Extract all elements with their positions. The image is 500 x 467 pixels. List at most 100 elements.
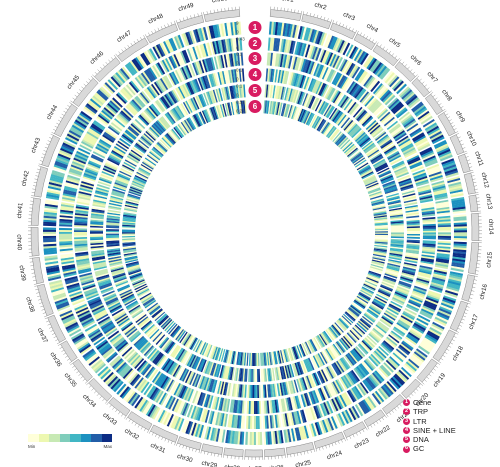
heatmap-bin: [355, 69, 365, 82]
heatmap-bin: [205, 377, 211, 391]
heatmap-bin: [338, 359, 347, 371]
heatmap-bin: [130, 100, 141, 112]
heatmap-bin: [325, 348, 334, 361]
ideogram-tick: [179, 444, 181, 448]
heatmap-bin: [225, 382, 230, 396]
heatmap-bin: [192, 390, 199, 404]
heatmap-bin: [290, 347, 297, 360]
heatmap-bin: [352, 386, 362, 399]
ideogram-tick: [124, 416, 127, 419]
heatmap-bin: [160, 96, 170, 109]
heatmap-bin: [400, 276, 414, 282]
heatmap-bin: [414, 176, 428, 182]
heatmap-bin: [382, 363, 393, 375]
heatmap-bin: [351, 66, 361, 79]
heatmap-bin: [397, 176, 411, 183]
heatmap-bin: [404, 259, 418, 264]
heatmap-bin: [234, 21, 238, 35]
heatmap-bin: [326, 69, 334, 82]
heatmap-bin: [354, 87, 364, 99]
legend-label: SINE + LINE: [413, 425, 456, 435]
heatmap-bin: [76, 263, 91, 268]
heatmap-bin: [340, 139, 351, 150]
heatmap-bin: [285, 429, 290, 443]
heatmap-bin: [117, 140, 130, 150]
ideogram-tick: [300, 452, 302, 456]
heatmap-bin: [150, 388, 160, 401]
heatmap-bin: [378, 110, 390, 121]
heatmap-bin: [115, 179, 129, 186]
heatmap-bin: [128, 153, 141, 162]
heatmap-bin: [276, 399, 280, 413]
heatmap-bin: [333, 362, 342, 375]
heatmap-bin: [299, 42, 305, 57]
heatmap-bin: [395, 348, 407, 359]
ideogram-tick: [106, 402, 109, 405]
heatmap-bin: [364, 95, 375, 107]
heatmap-bin: [320, 32, 328, 46]
heatmap-bin: [296, 410, 302, 424]
heatmap-bin: [387, 261, 401, 266]
heatmap-bin: [362, 116, 374, 128]
ideogram-tick: [176, 443, 178, 446]
heatmap-bin: [149, 150, 161, 160]
ideogram-tick: [127, 44, 130, 48]
heatmap-bin: [51, 171, 65, 178]
heatmap-bin: [106, 236, 120, 239]
heatmap-bin: [288, 88, 293, 102]
heatmap-bin: [359, 137, 371, 147]
heatmap-bin: [397, 137, 410, 146]
heatmap-bin: [143, 299, 156, 308]
heatmap-bin: [389, 331, 402, 341]
heatmap-bin: [91, 255, 105, 260]
heatmap-bin: [432, 136, 445, 145]
chromosome-label: chr24: [326, 449, 344, 461]
heatmap-bin: [380, 175, 393, 182]
heatmap-bin: [76, 261, 90, 266]
heatmap-bin: [343, 120, 354, 131]
heatmap-bin: [80, 142, 93, 151]
heatmap-bin: [85, 325, 98, 334]
heatmap-bin: [226, 398, 231, 412]
heatmap-bin: [140, 136, 152, 146]
heatmap-bin: [87, 161, 101, 169]
heatmap-bin: [199, 342, 207, 355]
heatmap-bin: [443, 295, 457, 302]
heatmap-bin: [361, 140, 373, 150]
ideogram-tick: [450, 342, 454, 345]
heatmap-bin: [110, 121, 123, 132]
heatmap-bin: [140, 400, 150, 413]
heatmap-bin: [328, 107, 338, 120]
heatmap-bin: [274, 22, 279, 36]
heatmap-bin: [343, 375, 352, 387]
heatmap-bin: [129, 273, 143, 279]
heatmap-bin: [276, 414, 280, 428]
heatmap-bin: [107, 158, 120, 166]
heatmap-bin: [383, 183, 396, 190]
heatmap-bin: [402, 312, 415, 321]
heatmap-bin: [254, 369, 256, 383]
heatmap-bin: [403, 199, 417, 204]
heatmap-bin: [289, 364, 295, 378]
ideogram-tick: [36, 172, 40, 174]
heatmap-bin: [138, 167, 151, 175]
heatmap-bin: [303, 27, 309, 41]
heatmap-bin: [141, 295, 154, 304]
heatmap-bin: [129, 272, 142, 278]
ideogram-tick: [72, 365, 75, 368]
heatmap-bin: [350, 126, 361, 138]
heatmap-bin: [386, 193, 399, 198]
heatmap-bin: [181, 351, 190, 364]
heatmap-bin: [106, 245, 120, 249]
heatmap-bin: [252, 368, 255, 382]
heatmap-bin: [316, 353, 324, 366]
heatmap-bin: [401, 190, 415, 196]
heatmap-bin: [342, 78, 351, 91]
ideogram-chr10: [449, 134, 465, 156]
heatmap-bin: [279, 70, 283, 84]
heatmap-bin: [325, 34, 333, 48]
heatmap-bin: [452, 252, 466, 257]
heatmap-bin: [298, 426, 304, 440]
heatmap-bin: [143, 70, 153, 83]
heatmap-bin: [122, 241, 136, 245]
